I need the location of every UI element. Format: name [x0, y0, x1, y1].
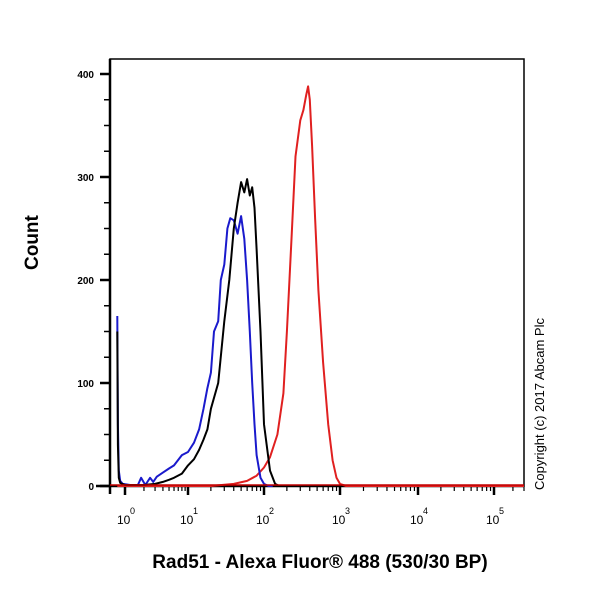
copyright-text: Copyright (c) 2017 Abcam Plc	[532, 318, 547, 490]
x-tick-label: 100	[117, 506, 135, 527]
plot-frame	[96, 58, 525, 494]
svg-text:3: 3	[345, 506, 350, 516]
svg-text:0: 0	[130, 506, 135, 516]
y-axis: 0 100 200 300 400	[77, 70, 110, 493]
svg-text:10: 10	[486, 513, 500, 527]
svg-text:2: 2	[269, 506, 274, 516]
y-tick-label: 200	[77, 276, 94, 287]
svg-text:10: 10	[410, 513, 424, 527]
histogram-line-red	[117, 85, 524, 487]
svg-text:5: 5	[499, 506, 504, 516]
x-tick-label: 103	[332, 506, 350, 527]
x-axis-label: Rad51 - Alexa Fluor® 488 (530/30 BP)	[152, 552, 488, 573]
svg-text:10: 10	[180, 513, 194, 527]
svg-text:1: 1	[193, 506, 198, 516]
x-tick-label: 101	[180, 506, 198, 527]
svg-text:4: 4	[423, 506, 428, 516]
histogram-line-blue	[116, 215, 273, 487]
x-tick-label: 102	[256, 506, 274, 527]
y-axis-label: Count	[22, 215, 43, 270]
y-tick-label: 100	[77, 379, 94, 390]
x-tick-label: 105	[486, 506, 504, 527]
x-tick-label: 104	[410, 506, 428, 527]
svg-text:10: 10	[117, 513, 131, 527]
y-tick-label: 400	[77, 70, 94, 81]
svg-text:10: 10	[332, 513, 346, 527]
series-layer	[110, 85, 524, 487]
svg-text:10: 10	[256, 513, 270, 527]
y-tick-label: 300	[77, 173, 94, 184]
y-tick-label: 0	[88, 482, 94, 493]
